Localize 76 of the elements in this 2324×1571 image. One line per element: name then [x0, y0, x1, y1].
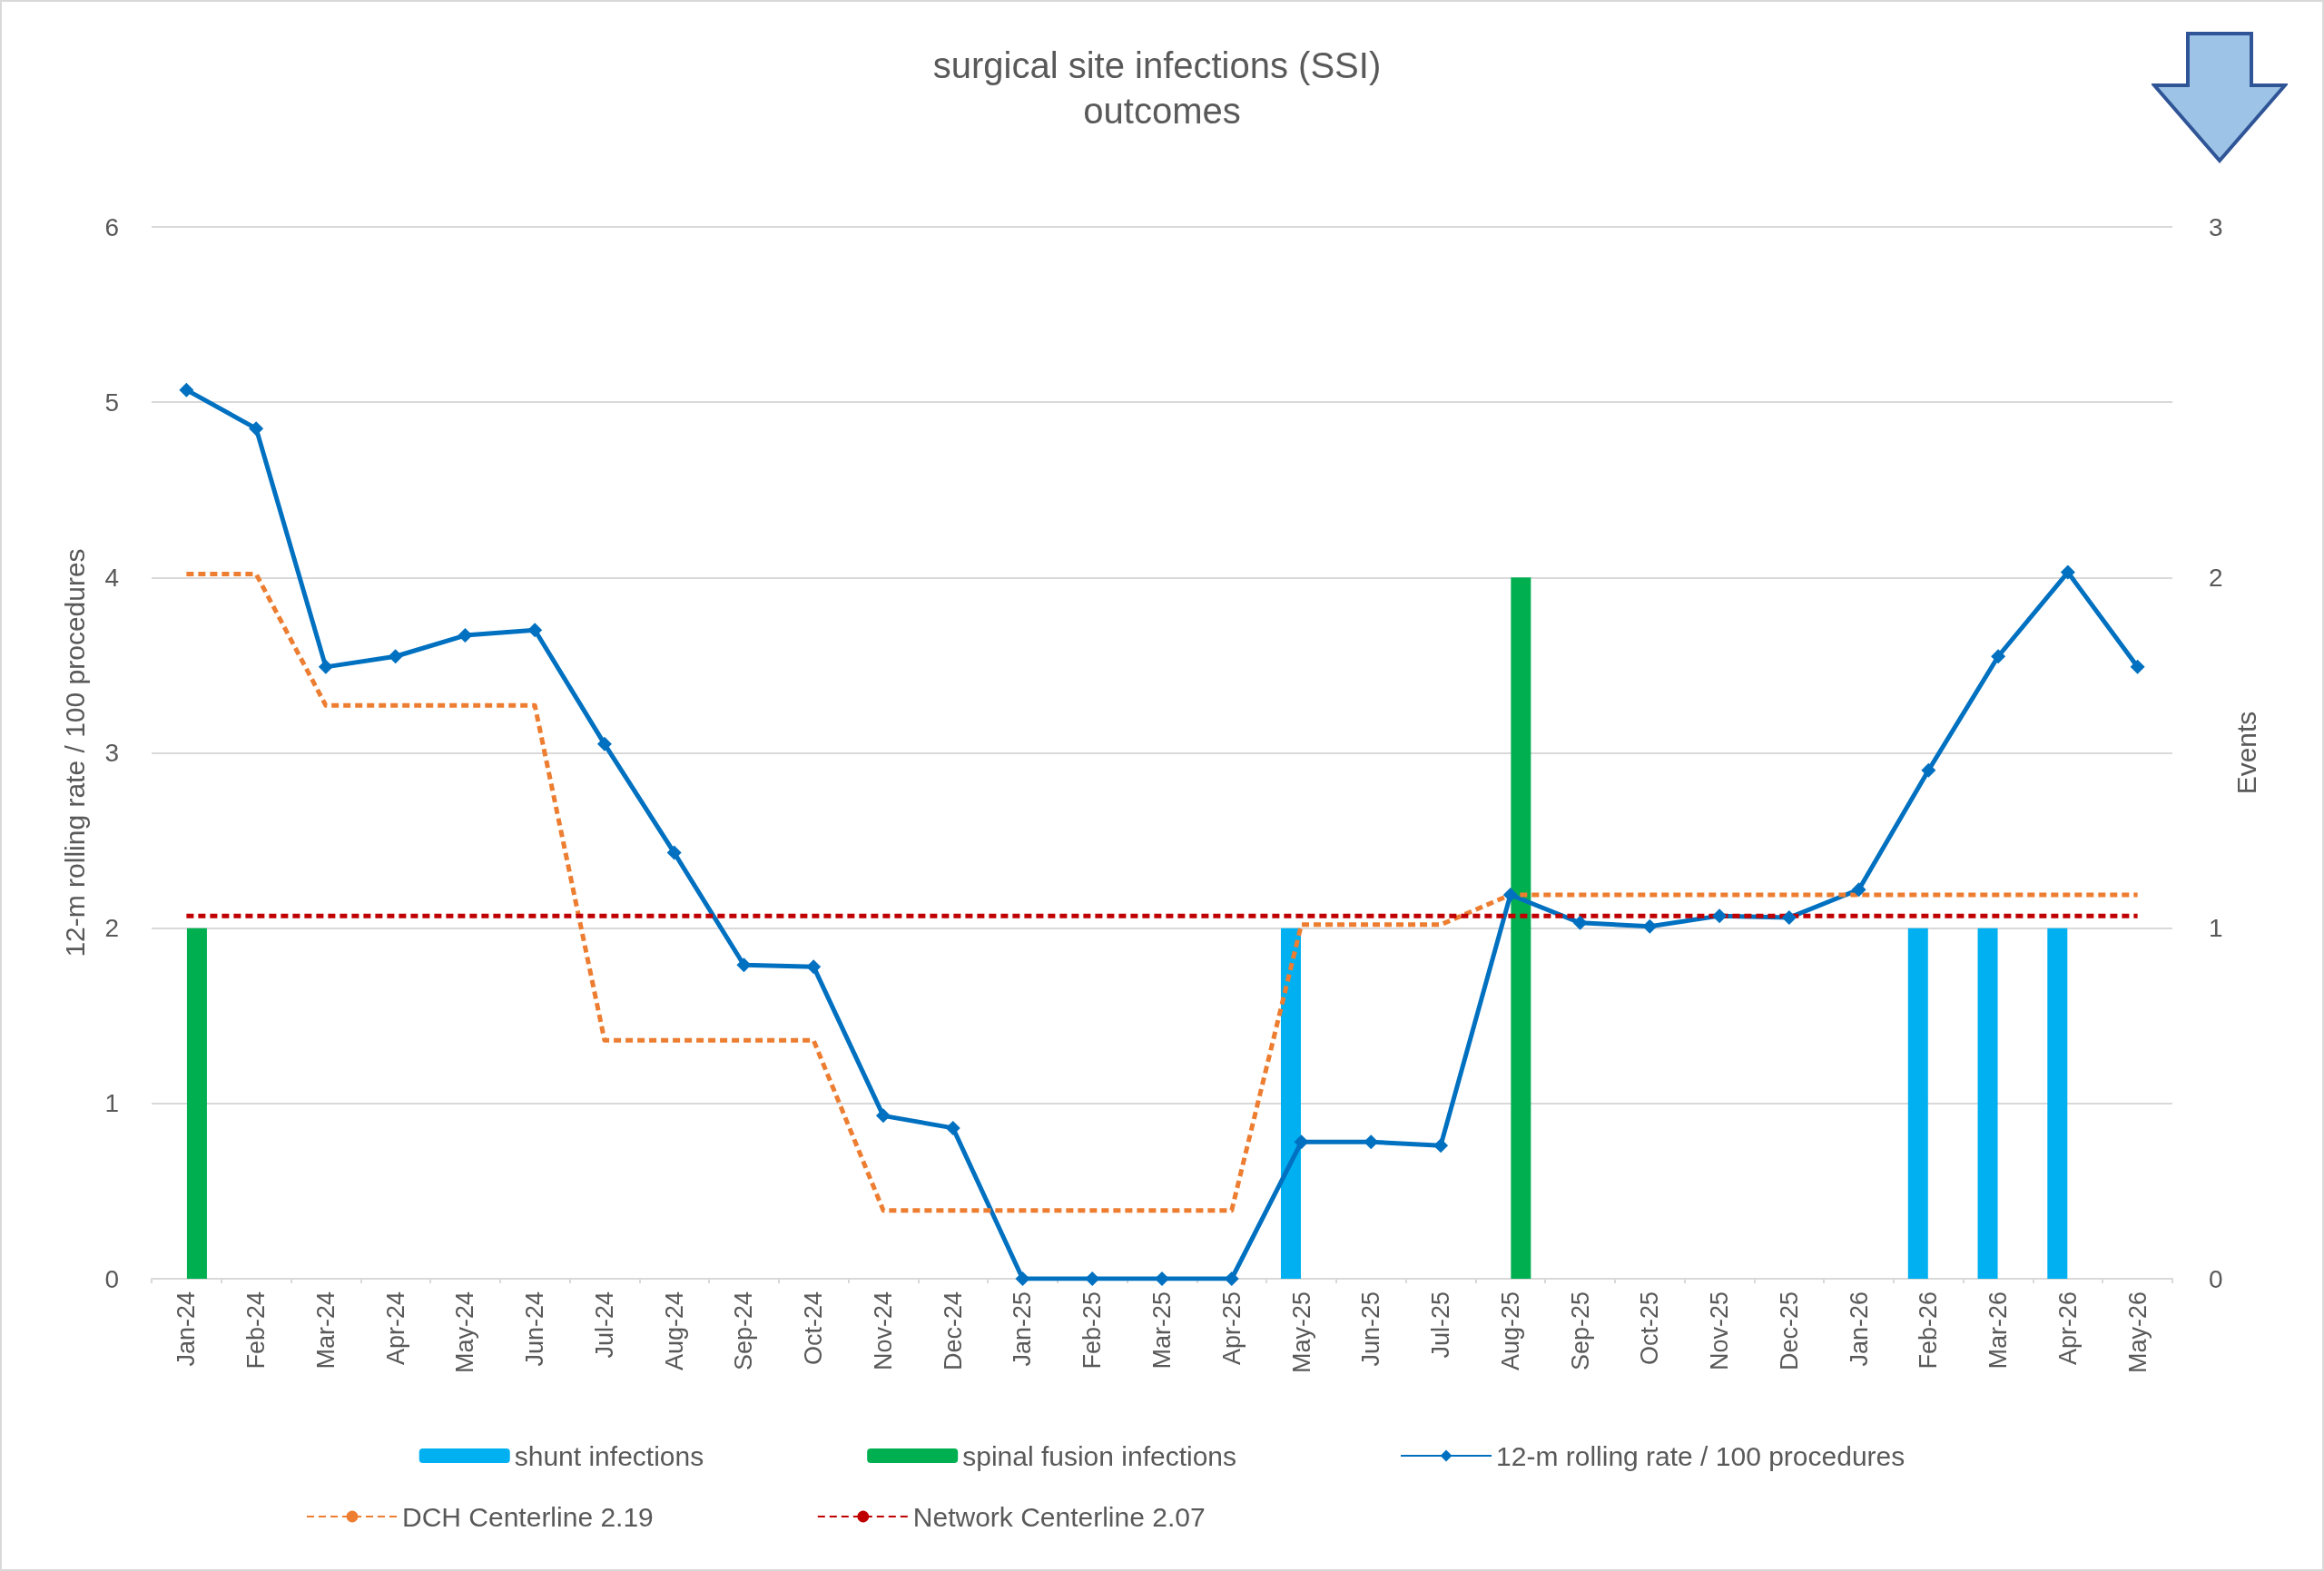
x-tick-label: Mar-26: [1984, 1291, 2013, 1370]
point: [1921, 762, 1936, 778]
y2-tick-label: 3: [2209, 212, 2223, 241]
x-tick-label: Feb-26: [1915, 1291, 1943, 1370]
y-tick-label: 5: [104, 388, 119, 417]
point: [458, 628, 473, 643]
legend-label: Network Centerline 2.07: [912, 1501, 1206, 1532]
x-tick-label: Aug-24: [660, 1291, 688, 1371]
x-tick-label: Feb-25: [1078, 1291, 1107, 1370]
x-tick-label: Dec-25: [1775, 1291, 1803, 1371]
point: [179, 382, 194, 398]
point: [806, 959, 822, 975]
x-tick-label: Sep-25: [1566, 1291, 1594, 1371]
x-tick-label: May-24: [451, 1291, 479, 1374]
x-tick-label: Jul-24: [590, 1291, 618, 1359]
x-tick-label: Mar-24: [311, 1291, 340, 1370]
point: [1015, 1272, 1030, 1286]
y-tick-label: 2: [104, 914, 119, 943]
x-tick-label: Jan-24: [172, 1291, 201, 1367]
point: [1085, 1272, 1100, 1286]
point: [1224, 1272, 1239, 1286]
legend-label: shunt infections: [514, 1440, 704, 1471]
y-tick-label: 4: [104, 563, 119, 592]
legend-label: 12-m rolling rate / 100 procedures: [1496, 1440, 1905, 1471]
chart-title: surgical site infections (SSI) outcomes: [932, 45, 1392, 131]
point: [1642, 918, 1658, 934]
x-tick-label: Feb-24: [242, 1291, 271, 1370]
x-tick-label: Nov-25: [1706, 1291, 1734, 1371]
legend-label: DCH Centerline 2.19: [402, 1501, 654, 1532]
y2-tick-label: 1: [2209, 914, 2223, 943]
point: [527, 623, 543, 638]
point: [1155, 1272, 1169, 1286]
x-tick-label: Dec-24: [939, 1291, 967, 1371]
y2-tick-label: 2: [2209, 563, 2223, 592]
point: [666, 845, 682, 860]
y-tick-label: 3: [104, 739, 119, 767]
x-tick-label: May-25: [1287, 1291, 1315, 1374]
point: [1851, 882, 1866, 898]
legend-label: spinal fusion infections: [962, 1440, 1237, 1471]
y2-tick-label: 0: [2209, 1264, 2223, 1293]
x-tick-label: Sep-24: [730, 1291, 758, 1371]
x-tick-label: Jul-25: [1427, 1291, 1455, 1359]
point: [1991, 649, 2006, 664]
x-tick-label: Jun-25: [1357, 1291, 1385, 1367]
x-tick-label: Nov-24: [869, 1291, 897, 1371]
x-tick-label: Oct-25: [1636, 1291, 1664, 1366]
x-tick-label: Jan-25: [1009, 1291, 1037, 1367]
point: [736, 957, 752, 973]
point: [1433, 1138, 1449, 1154]
y-tick-label: 1: [104, 1089, 119, 1118]
y2-axis-title: Events: [2230, 711, 2261, 795]
point: [1712, 908, 1728, 924]
x-tick-label: Apr-24: [381, 1291, 409, 1366]
point: [1572, 915, 1588, 930]
x-tick-label: Oct-24: [800, 1291, 828, 1366]
x-tick-label: Apr-26: [2053, 1291, 2082, 1366]
x-tick-label: May-26: [2123, 1291, 2152, 1374]
point: [249, 421, 264, 437]
y-tick-label: 6: [104, 212, 119, 241]
x-tick-label: Jun-24: [521, 1291, 549, 1367]
point: [1294, 1134, 1309, 1150]
point: [875, 1108, 891, 1124]
x-tick-label: Aug-25: [1496, 1291, 1524, 1371]
point: [596, 736, 612, 751]
x-tick-label: Jan-26: [1845, 1291, 1873, 1367]
x-tick-label: Apr-25: [1217, 1291, 1246, 1366]
point: [2130, 659, 2145, 674]
point: [1781, 910, 1797, 926]
y-tick-label: 0: [104, 1264, 119, 1293]
x-tick-label: Mar-25: [1148, 1291, 1176, 1370]
y-axis-title: 12-m rolling rate / 100 procedures: [59, 548, 90, 957]
point: [388, 649, 403, 664]
point: [945, 1120, 960, 1135]
point: [318, 659, 333, 674]
point: [1502, 887, 1518, 902]
point: [2060, 565, 2075, 580]
